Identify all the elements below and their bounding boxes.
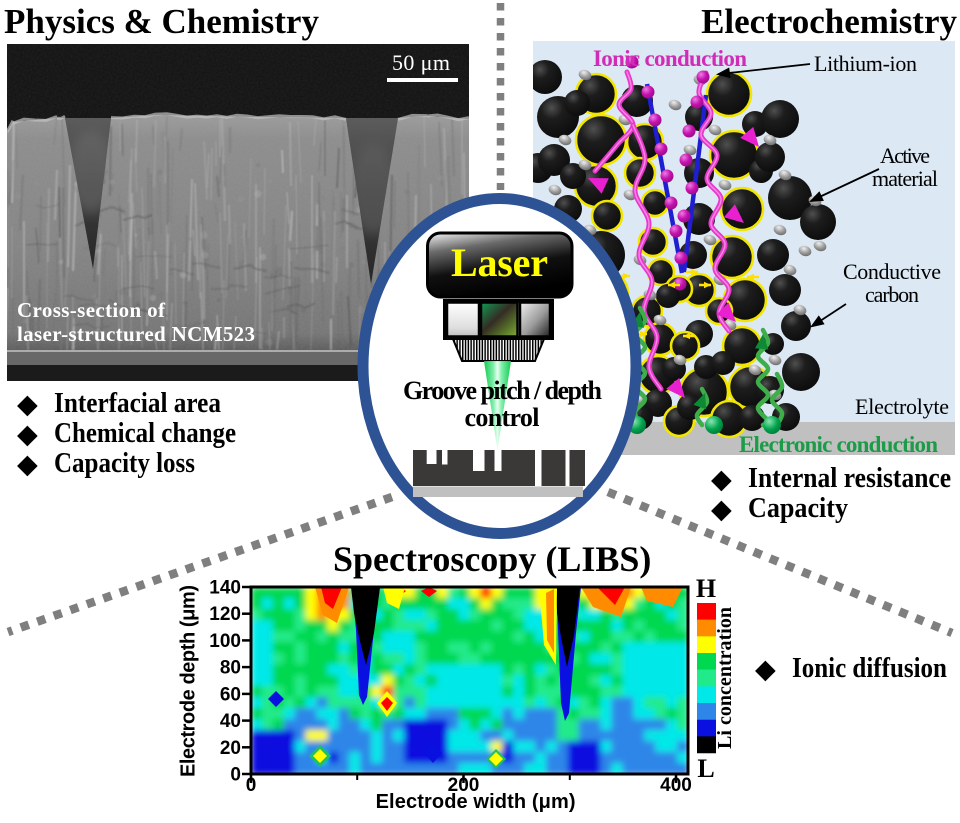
svg-text:Cross-section of: Cross-section of xyxy=(17,298,166,322)
svg-text:Ionic conduction: Ionic conduction xyxy=(593,46,747,71)
svg-text:Electronic conduction: Electronic conduction xyxy=(739,432,938,455)
svg-text:H: H xyxy=(696,574,716,603)
svg-text:Li concentration: Li concentration xyxy=(714,607,736,749)
svg-text:200: 200 xyxy=(448,775,480,796)
svg-text:100: 100 xyxy=(209,631,241,652)
svg-text:Active: Active xyxy=(880,143,930,168)
svg-text:Electrolyte: Electrolyte xyxy=(855,394,949,419)
svg-text:0: 0 xyxy=(230,765,241,786)
svg-text:40: 40 xyxy=(220,711,241,732)
svg-text:Electrode width (μm): Electrode width (μm) xyxy=(376,791,576,813)
svg-text:Electrode depth (μm): Electrode depth (μm) xyxy=(178,585,200,777)
svg-text:80: 80 xyxy=(220,658,241,679)
svg-text:0: 0 xyxy=(246,775,257,796)
svg-text:material: material xyxy=(872,166,938,191)
svg-text:control: control xyxy=(465,403,540,432)
svg-text:60: 60 xyxy=(220,684,241,705)
svg-text:50 μm: 50 μm xyxy=(392,50,450,75)
svg-text:Groove pitch / depth: Groove pitch / depth xyxy=(403,376,603,405)
svg-text:Conductive: Conductive xyxy=(843,259,941,284)
svg-text:carbon: carbon xyxy=(865,282,919,307)
svg-text:laser-structured NCM523: laser-structured NCM523 xyxy=(17,322,255,346)
svg-text:400: 400 xyxy=(660,775,692,796)
svg-text:120: 120 xyxy=(209,604,241,625)
svg-text:20: 20 xyxy=(220,738,241,759)
svg-text:Lithium-ion: Lithium-ion xyxy=(814,51,917,76)
svg-text:L: L xyxy=(697,754,714,783)
svg-text:Laser: Laser xyxy=(451,240,548,285)
svg-text:140: 140 xyxy=(209,578,241,599)
